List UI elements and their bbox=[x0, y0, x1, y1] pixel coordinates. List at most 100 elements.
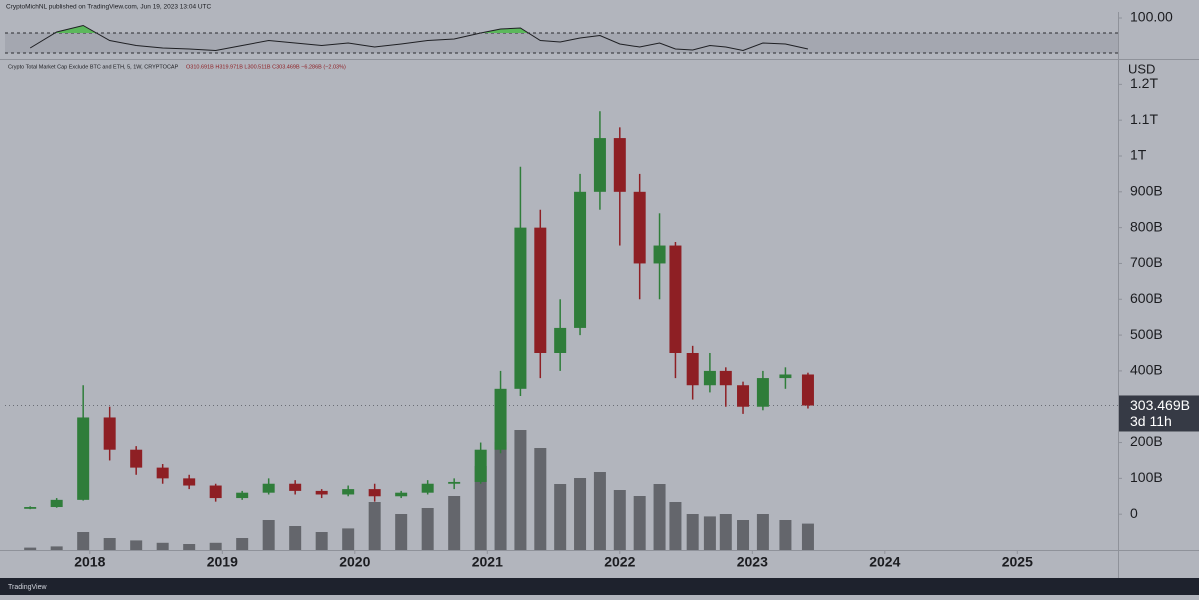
candle-body bbox=[613, 138, 626, 192]
candle-body bbox=[183, 478, 196, 486]
price-pane: 2018 2019 2020 2021 2022 2023 2024 2025 0 100B 200… bbox=[5, 75, 1199, 570]
volume-bar bbox=[342, 528, 355, 550]
volume-bar bbox=[756, 514, 769, 550]
volume-bar bbox=[703, 516, 716, 550]
volume-bar bbox=[103, 538, 116, 550]
volume-bar bbox=[50, 546, 63, 550]
y-tick-label: 100B bbox=[1130, 469, 1163, 485]
x-tick-label: 2024 bbox=[869, 554, 900, 570]
x-tick-label: 2025 bbox=[1002, 554, 1033, 570]
y-tick-label: 800B bbox=[1130, 218, 1163, 234]
candle-body bbox=[534, 227, 547, 353]
x-tick-label: 2019 bbox=[207, 554, 238, 570]
volume-bar bbox=[421, 508, 434, 550]
candle-body bbox=[395, 492, 408, 497]
volume-bar bbox=[24, 547, 37, 550]
candle-body bbox=[236, 492, 249, 499]
candle-body bbox=[103, 417, 116, 450]
currency-label: USD bbox=[1128, 61, 1155, 76]
candle-body bbox=[474, 449, 487, 482]
volume-bar bbox=[395, 514, 408, 550]
volume-bar bbox=[130, 540, 143, 550]
candle-body bbox=[756, 378, 769, 407]
candle-body bbox=[779, 374, 792, 379]
volume-bar bbox=[779, 520, 792, 550]
footer-bar bbox=[0, 578, 1199, 595]
volume-bar bbox=[514, 430, 527, 550]
volume-bar bbox=[289, 526, 302, 550]
volume-bar bbox=[156, 542, 169, 550]
volume-bar bbox=[368, 502, 381, 550]
candle-body bbox=[719, 370, 732, 386]
volume-bar bbox=[183, 544, 196, 550]
volume-bar bbox=[593, 472, 606, 550]
volume-bar bbox=[801, 523, 814, 550]
volume-bar bbox=[448, 496, 461, 550]
candle-body bbox=[686, 352, 699, 386]
candle-body bbox=[737, 385, 750, 407]
y-tick-label: 1.2T bbox=[1130, 75, 1158, 91]
volume-bar bbox=[236, 538, 249, 550]
candle-body bbox=[262, 483, 275, 493]
candle-body bbox=[289, 483, 302, 491]
volume-bar bbox=[315, 532, 328, 550]
x-tick-label: 2022 bbox=[604, 554, 635, 570]
volume-bar bbox=[77, 532, 90, 550]
candle-body bbox=[24, 507, 37, 509]
candle-body bbox=[315, 490, 328, 495]
candle-body bbox=[368, 489, 381, 497]
y-tick-label: 1.1T bbox=[1130, 111, 1158, 127]
candle-body bbox=[574, 191, 587, 328]
candle-body bbox=[633, 191, 646, 264]
x-tick-label: 2023 bbox=[737, 554, 768, 570]
volume-bar bbox=[554, 484, 567, 550]
candle-body bbox=[801, 374, 814, 406]
volume-bar bbox=[719, 514, 732, 550]
last-price-box bbox=[1119, 395, 1199, 432]
countdown-label: 3d 11h bbox=[1130, 413, 1172, 429]
candle-body bbox=[514, 227, 527, 389]
volume-bar bbox=[574, 478, 587, 550]
volume-bar bbox=[669, 502, 682, 550]
rsi-tick-label: 100.00 bbox=[1130, 9, 1173, 25]
candle-body bbox=[669, 245, 682, 353]
candle-body bbox=[554, 327, 567, 353]
footer-logo: TradingView bbox=[8, 584, 47, 591]
y-tick-label: 500B bbox=[1130, 326, 1163, 342]
candle-body bbox=[156, 467, 169, 479]
candle-body bbox=[130, 449, 143, 468]
x-tick-label: 2021 bbox=[472, 554, 503, 570]
legend-text: Crypto Total Market Cap Exclude BTC and … bbox=[8, 64, 179, 70]
volume-bar bbox=[653, 484, 666, 550]
y-tick-label: 1T bbox=[1130, 147, 1147, 163]
candle-body bbox=[448, 481, 461, 484]
volume-bar bbox=[494, 442, 507, 550]
ohlc-text: O310.691B H319.971B L300.511B C303.469B … bbox=[186, 64, 346, 70]
volume-bar bbox=[209, 542, 222, 550]
last-price-label: 303.469B bbox=[1130, 397, 1190, 413]
volume-bar bbox=[474, 466, 487, 550]
candle-body bbox=[653, 245, 666, 264]
x-tick-label: 2018 bbox=[74, 554, 105, 570]
y-tick-label: 0 bbox=[1130, 505, 1138, 521]
y-tick-label: 700B bbox=[1130, 254, 1163, 270]
candle-body bbox=[77, 417, 90, 500]
header-text: CryptoMichNL published on TradingView.co… bbox=[6, 4, 212, 11]
rsi-band-fill bbox=[5, 33, 1118, 53]
volume-bar bbox=[737, 520, 750, 550]
volume-bar bbox=[613, 490, 626, 550]
candle-body bbox=[593, 138, 606, 192]
y-tick-label: 600B bbox=[1130, 290, 1163, 306]
rsi-line bbox=[29, 24, 809, 52]
candle-body bbox=[421, 483, 434, 493]
candle-body bbox=[209, 485, 222, 499]
candle-body bbox=[342, 489, 355, 495]
volume-bar bbox=[686, 514, 699, 550]
volume-bar bbox=[262, 520, 275, 550]
y-tick-label: 200B bbox=[1130, 433, 1163, 449]
x-tick-label: 2020 bbox=[339, 554, 370, 570]
volume-bar bbox=[633, 496, 646, 550]
y-tick-label: 900B bbox=[1130, 183, 1163, 199]
